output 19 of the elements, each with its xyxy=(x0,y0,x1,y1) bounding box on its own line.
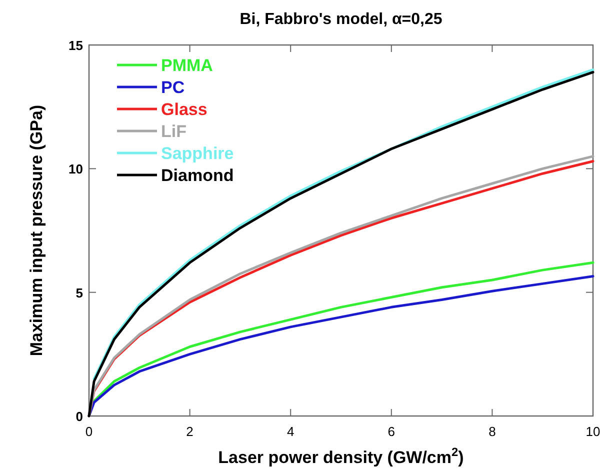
legend-label: Sapphire xyxy=(161,144,234,163)
legend-label: LiF xyxy=(161,122,186,141)
x-tick-label: 8 xyxy=(488,424,496,439)
legend-label: PC xyxy=(161,78,185,97)
y-tick-label: 0 xyxy=(76,409,83,424)
y-axis-title: Maximum input pressure (GPa) xyxy=(27,104,46,356)
y-tick-label: 5 xyxy=(76,285,83,300)
chart-title: Bi, Fabbro's model, α=0,25 xyxy=(240,11,442,28)
x-tick-label: 2 xyxy=(186,424,194,439)
x-tick-label: 10 xyxy=(586,424,600,439)
x-tick-label: 6 xyxy=(388,424,396,439)
x-tick-label: 4 xyxy=(286,424,294,439)
y-tick-label: 10 xyxy=(68,162,83,177)
x-axis-title: Laser power density (GW/cm$^{2}$) xyxy=(218,445,464,467)
legend-label: Diamond xyxy=(161,166,234,185)
x-tick-label: 0 xyxy=(85,424,93,439)
legend-label: PMMA xyxy=(161,56,213,75)
legend-label: Glass xyxy=(161,100,208,119)
y-tick-label: 15 xyxy=(68,38,83,53)
